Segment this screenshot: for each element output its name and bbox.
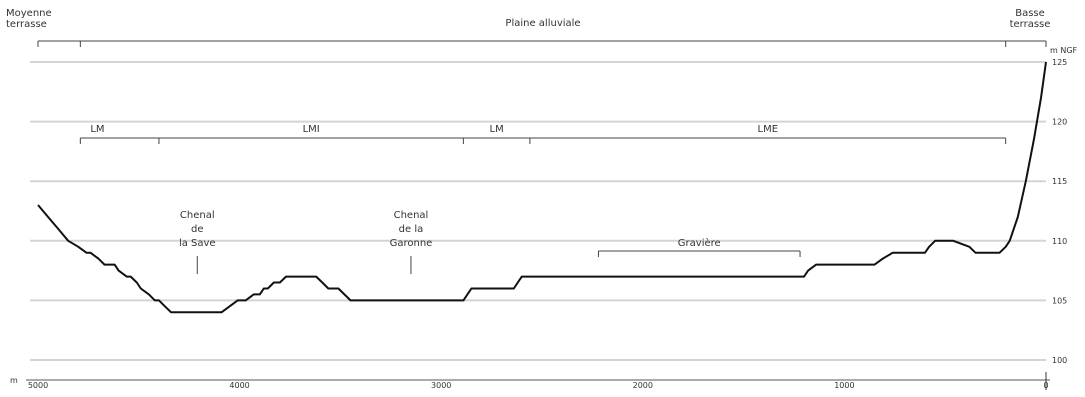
y-tick-label: 110 <box>1052 237 1067 246</box>
channel-label: Garonne <box>390 238 433 249</box>
y-unit-label: m NGF <box>1050 46 1078 55</box>
channel-label: Chenal <box>180 210 215 221</box>
channel-label: de <box>191 224 204 235</box>
channel-label: de la <box>399 224 424 235</box>
profile-line <box>37 61 1047 314</box>
top-unit-label: Basse <box>1015 8 1045 19</box>
y-tick-label: 120 <box>1052 118 1067 127</box>
top-unit-label: terrasse <box>6 19 47 30</box>
y-tick-label: 100 <box>1052 356 1067 365</box>
y-tick-label: 115 <box>1052 177 1067 186</box>
y-tick-label: 105 <box>1052 296 1067 305</box>
x-tick-label: 2000 <box>633 381 653 390</box>
top-unit-label: Plaine alluviale <box>505 18 580 29</box>
sub-unit-label: LM <box>490 124 504 135</box>
top-unit-label: terrasse <box>1010 19 1051 30</box>
top-unit-label: Moyenne <box>6 8 52 19</box>
x-tick-label: 0 <box>1043 381 1048 390</box>
sub-unit-label: LMI <box>303 124 320 135</box>
x-tick-label: 5000 <box>28 381 48 390</box>
y-tick-label: 125 <box>1052 58 1067 67</box>
graviere-label: Gravière <box>678 237 721 249</box>
sub-unit-label: LM <box>90 124 104 135</box>
x-tick-label: 4000 <box>229 381 249 390</box>
x-unit-label: m <box>10 376 18 385</box>
x-tick-label: 1000 <box>834 381 854 390</box>
channel-label: la Save <box>179 238 216 249</box>
sub-unit-label: LME <box>758 124 779 135</box>
x-tick-label: 3000 <box>431 381 451 390</box>
channel-label: Chenal <box>394 210 429 221</box>
